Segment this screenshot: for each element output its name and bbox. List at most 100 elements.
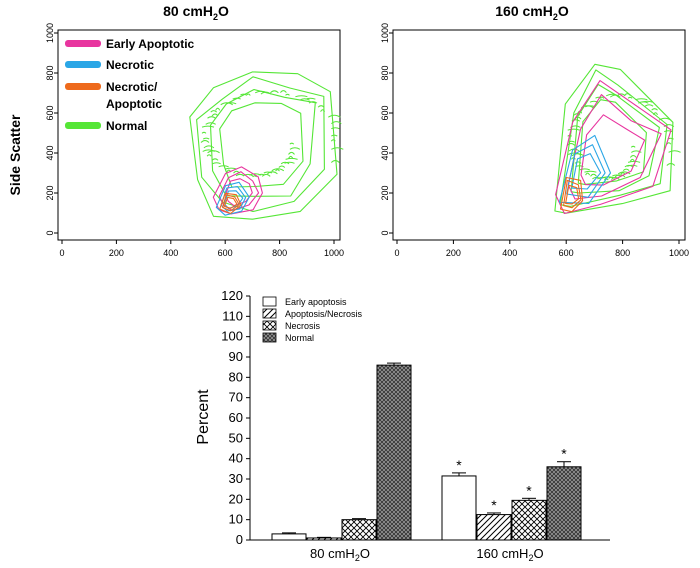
y-tick-label: 60 bbox=[229, 410, 243, 425]
contour-fragment bbox=[289, 142, 295, 145]
y-axis-label: Side Scatter bbox=[7, 114, 23, 195]
contour-fragment bbox=[629, 158, 635, 162]
contour-fragment bbox=[240, 93, 247, 96]
contour-fragment bbox=[203, 145, 215, 149]
y-tick-label: 800 bbox=[45, 65, 55, 80]
legend-label: Apoptosis/Necrosis bbox=[285, 309, 363, 319]
contour-necrotic-apoptotic bbox=[559, 176, 584, 213]
y-tick-label: 50 bbox=[229, 430, 243, 445]
contour-necrotic-apoptotic bbox=[563, 179, 582, 209]
y-tick-label: 90 bbox=[229, 349, 243, 364]
contour-fragment bbox=[295, 95, 308, 98]
contour-fragment bbox=[644, 104, 654, 107]
contour-fragment bbox=[568, 140, 575, 143]
legend-swatch-normal bbox=[65, 122, 101, 129]
bar-apoptosis-necrosis bbox=[306, 537, 342, 541]
contour-early-apoptotic bbox=[212, 166, 263, 215]
significance-star: * bbox=[561, 446, 567, 462]
contour-fragment bbox=[202, 137, 210, 140]
y-tick-label: 110 bbox=[222, 308, 243, 323]
contour-fragment bbox=[330, 121, 342, 125]
bar-necrosis bbox=[511, 499, 547, 541]
contour-fragment bbox=[226, 102, 237, 105]
x-tick-label: 600 bbox=[218, 248, 233, 258]
y-tick-label: 400 bbox=[45, 145, 55, 160]
contour-fragment bbox=[207, 150, 220, 154]
x-tick-label: 0 bbox=[394, 248, 399, 258]
contour-fragment bbox=[638, 101, 649, 104]
legend-label: Early apoptosis bbox=[285, 297, 347, 307]
contour-necrotic-apoptotic bbox=[219, 192, 242, 215]
contour-fragment bbox=[200, 140, 210, 143]
contour-fragment bbox=[584, 170, 597, 173]
y-tick-label: 0 bbox=[236, 532, 243, 547]
contour-fragment bbox=[285, 157, 298, 160]
contour-fragment bbox=[599, 96, 605, 99]
contour-fragment bbox=[653, 112, 658, 116]
contours bbox=[554, 63, 681, 215]
contours bbox=[189, 71, 344, 220]
contour-fragment bbox=[211, 113, 219, 117]
x-tick-label: 1000 bbox=[324, 248, 344, 258]
contour-fragment bbox=[280, 90, 287, 93]
contour-necrotic bbox=[220, 186, 247, 212]
contour-necrotic bbox=[566, 144, 606, 198]
contour-fragment bbox=[210, 110, 218, 113]
contour-fragment bbox=[617, 171, 631, 175]
y-tick-label: 0 bbox=[380, 230, 390, 235]
plot-title: 160 cmH2O bbox=[495, 3, 569, 22]
contour-fragment bbox=[267, 171, 278, 175]
legend-swatch-necrotic-apoptotic bbox=[65, 83, 101, 90]
x-tick-label: 800 bbox=[272, 248, 287, 258]
contour-fragment bbox=[249, 173, 262, 176]
contour-fragment bbox=[658, 117, 672, 121]
y-tick-label: 10 bbox=[229, 512, 243, 527]
contour-fragment bbox=[629, 155, 637, 158]
y-axis-ticks: 0 10 20 30 40 50 60 70 80 90 100 110 120 bbox=[221, 288, 250, 547]
significance-star: * bbox=[456, 457, 462, 473]
contour-fragment bbox=[271, 168, 285, 172]
legend-swatch-necrotic bbox=[65, 61, 101, 68]
x-tick-label: 600 bbox=[559, 248, 574, 258]
contour-normal bbox=[219, 102, 304, 188]
contour-fragment bbox=[317, 105, 325, 108]
y-tick-label: 120 bbox=[221, 288, 243, 303]
y-tick-label: 30 bbox=[229, 471, 243, 486]
contour-fragment bbox=[211, 158, 219, 161]
axis-ticks: 0 200 400 600 800 1000 0 200 400 600 800 1000 bbox=[45, 23, 344, 258]
contour-fragment bbox=[252, 175, 257, 178]
contour-fragment bbox=[328, 114, 341, 118]
significance-star: * bbox=[526, 482, 532, 498]
legend-label: Normal bbox=[285, 333, 314, 343]
legend-label: Apoptotic bbox=[106, 97, 162, 111]
contour-fragment bbox=[609, 94, 621, 98]
legend-swatch-normal bbox=[262, 332, 277, 343]
contour-fragment bbox=[651, 108, 658, 111]
contour-normal bbox=[189, 71, 338, 220]
contour-fragment bbox=[331, 134, 338, 137]
plot-title: 80 cmH2O bbox=[163, 3, 229, 22]
y-tick-label: 400 bbox=[380, 145, 390, 160]
contour-fragment bbox=[232, 97, 241, 100]
contour-fragment bbox=[288, 155, 294, 159]
contour-fragment bbox=[288, 151, 295, 155]
contour-fragment bbox=[574, 161, 582, 164]
x-tick-label: 200 bbox=[446, 248, 461, 258]
y-axis-label: Percent bbox=[195, 389, 212, 445]
contour-fragment bbox=[207, 116, 216, 119]
contour-fragment bbox=[280, 161, 290, 165]
x-tick-label: 1000 bbox=[669, 248, 689, 258]
contour-fragment bbox=[595, 96, 602, 99]
contour-necrotic-apoptotic bbox=[223, 196, 238, 209]
legend-label: Necrotic/ bbox=[106, 80, 158, 94]
contour-fragment bbox=[573, 113, 581, 116]
contour-fragment bbox=[284, 161, 295, 164]
axis-ticks: 0 200 400 600 800 1000 0 200 400 600 800 1000 bbox=[380, 23, 689, 258]
contour-fragment bbox=[627, 160, 641, 163]
y-tick-label: 80 bbox=[229, 369, 243, 384]
contour-early-apoptotic bbox=[567, 94, 662, 200]
y-tick-label: 20 bbox=[229, 491, 243, 506]
legend-label: Necrotic bbox=[106, 58, 154, 72]
